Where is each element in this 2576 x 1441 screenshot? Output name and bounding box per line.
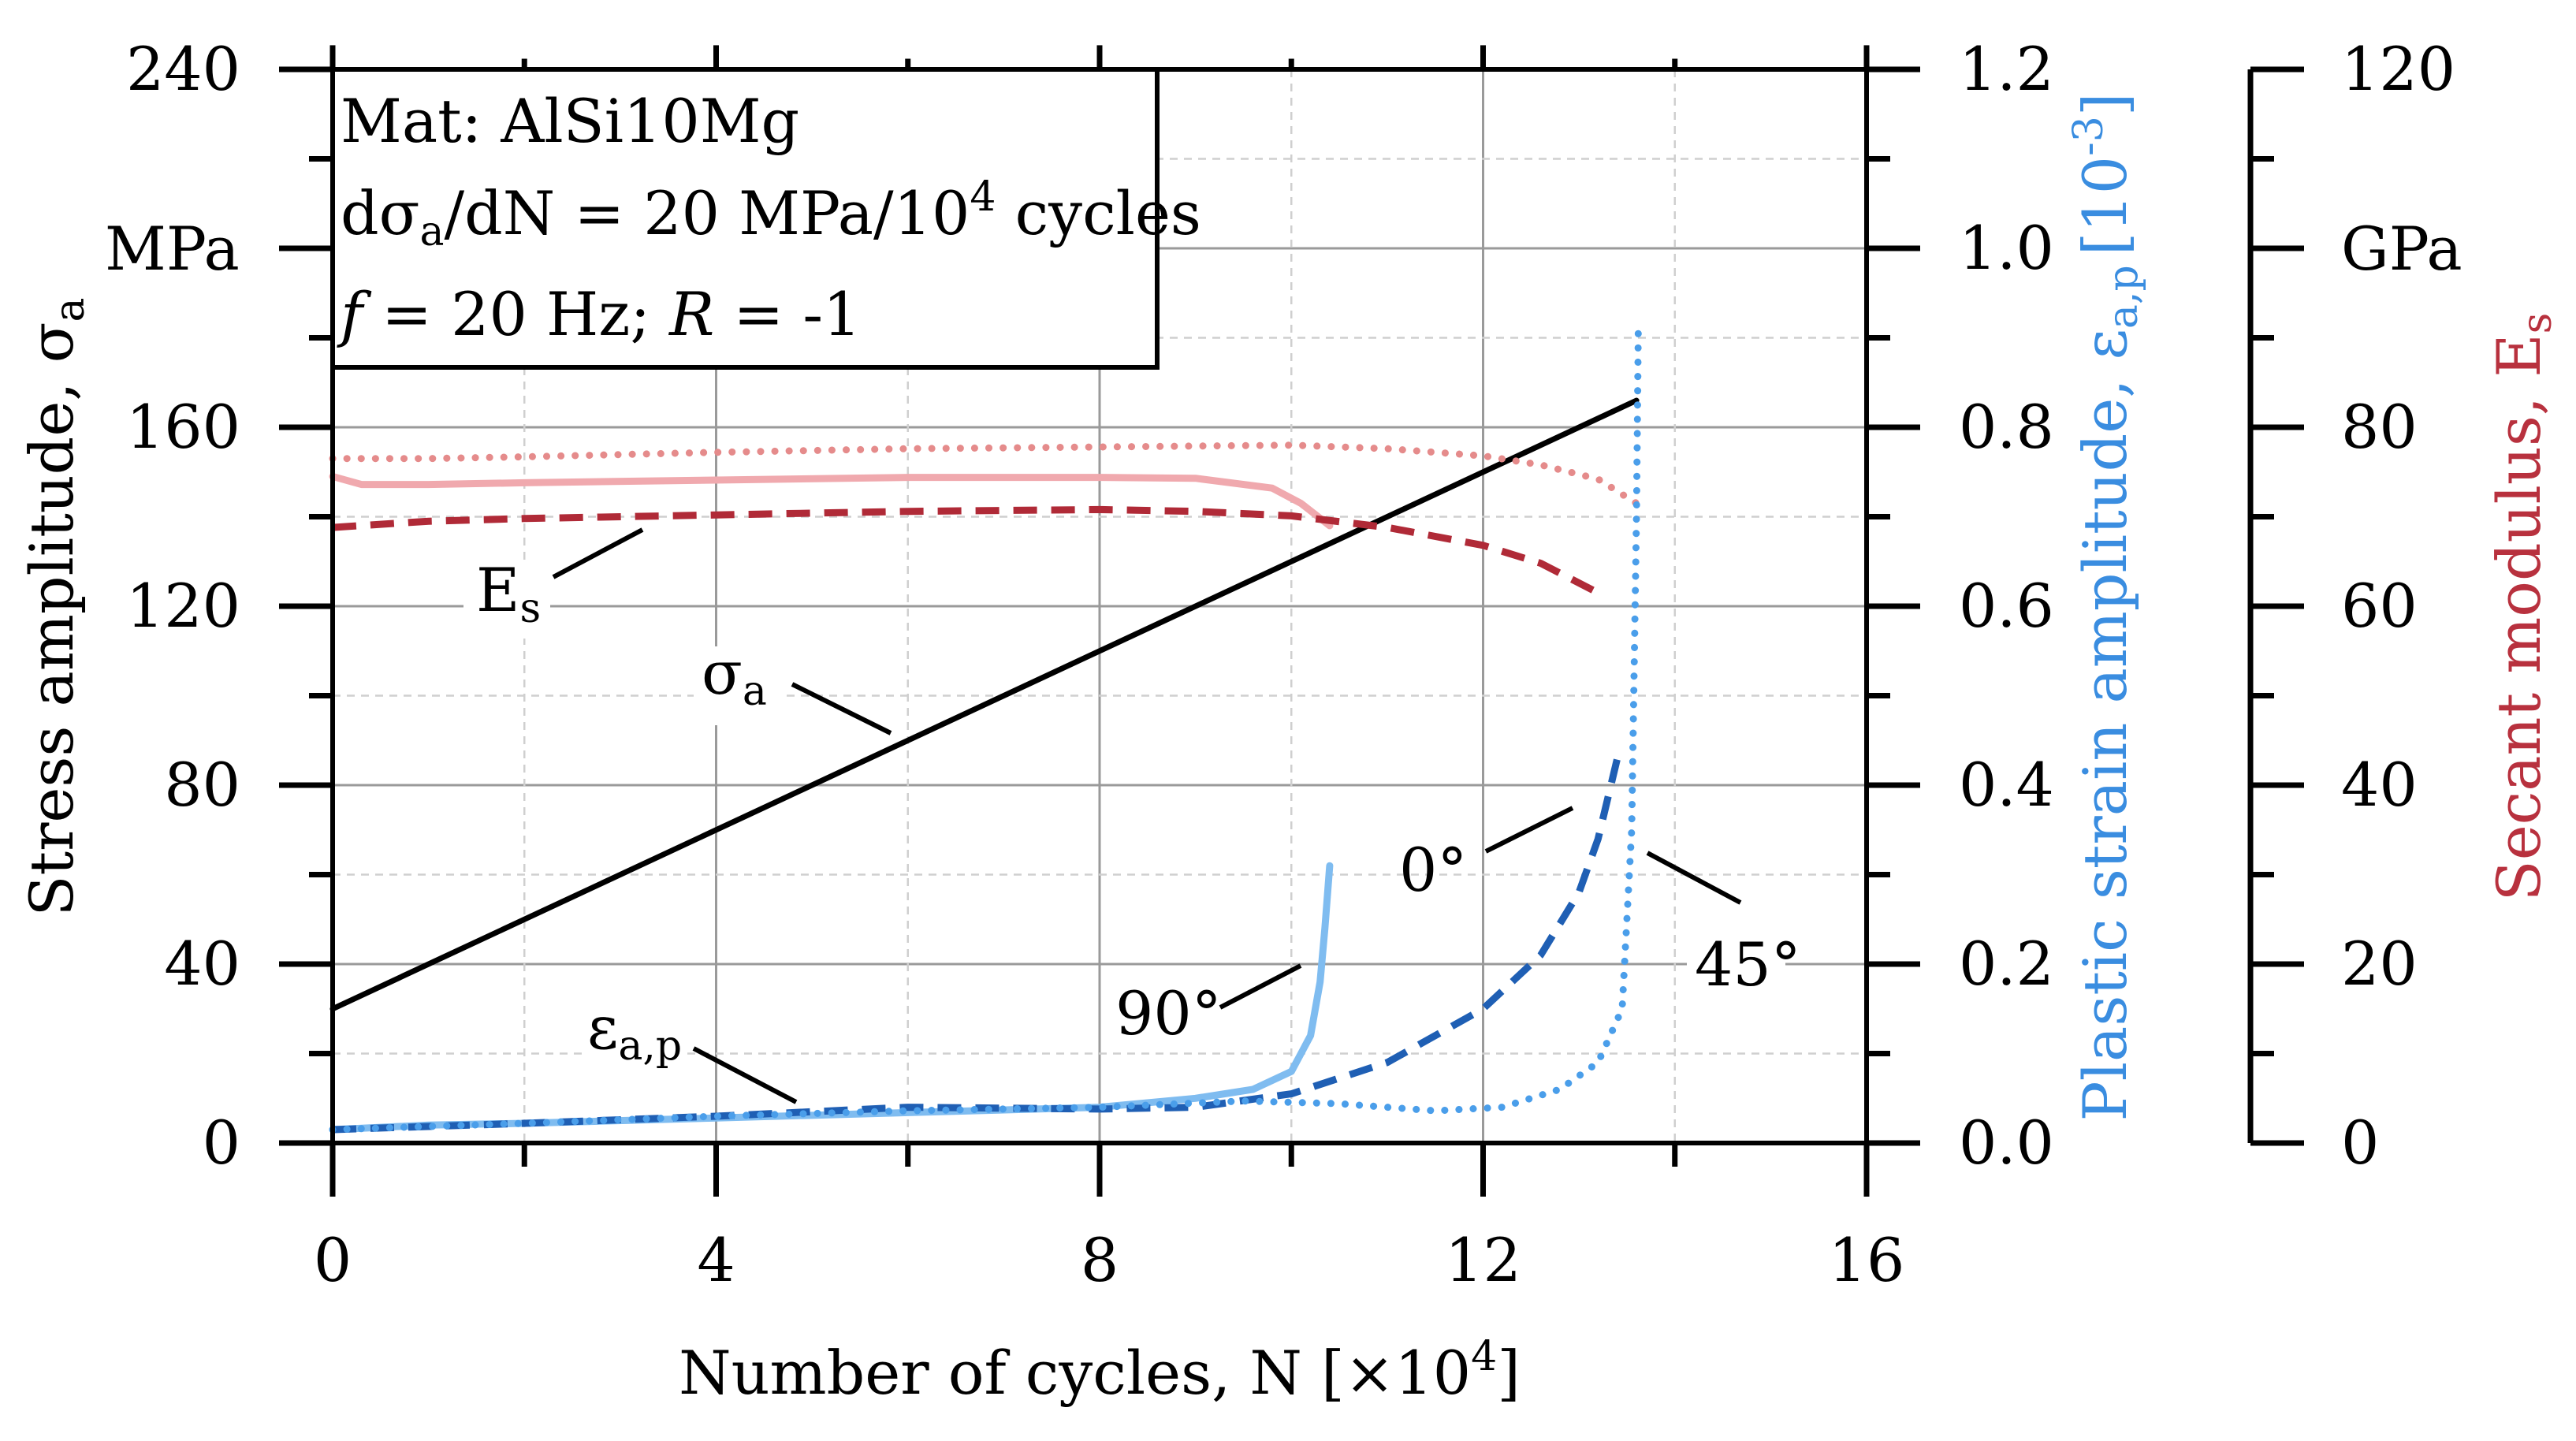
x-axis-tick-label: 4 [697,1225,735,1295]
annotation-0deg: 0° [1399,835,1467,905]
series-line--a [329,397,1640,1012]
right2-axis-title: Secant modulus, Es [2484,313,2561,902]
tick-labels: 040801201602400.00.20.40.60.81.01.202040… [126,34,2455,1295]
left-axis-tick-label: 40 [164,929,240,999]
eps-label-bg [583,1000,686,1078]
left-axis-tick-label: 0 [203,1108,240,1178]
45deg-label-bg [1687,930,1785,1005]
x-axis-tick-label: 16 [1829,1225,1905,1295]
left-axis-tick-label: 80 [164,750,240,820]
right2-axis-tick-label: 40 [2341,750,2418,820]
annotation-45deg-leader [1646,851,1742,905]
x-axis-title: Number of cycles, N [×104] [679,1333,1521,1408]
info-box: Mat: AlSi10Mg dσa/dN = 20 MPa/104 cycles… [330,67,1201,370]
left-axis-tick-label: 120 [126,571,240,641]
info-line-material: Mat: AlSi10Mg [341,86,799,156]
annotation-90deg: 90° [1115,978,1222,1048]
annotation-eps: εa,p [587,992,682,1070]
x-axis-tick-label: 8 [1081,1225,1119,1295]
series-line-Es-0- [332,505,1600,597]
ticks [279,45,2304,1197]
annotation-sigma-leader [791,682,892,735]
annotation-0deg-leader [1484,806,1574,854]
series-group [329,316,1642,1134]
annotations: Es σa εa,p 0° 45° 90° [463,527,1801,1104]
annotation-eps-leader [692,1046,798,1104]
right2-axis-tick-label: 60 [2341,571,2418,641]
sigma-label-bg [694,646,780,725]
series-line-Es-90- [329,472,1334,530]
right1-axis-tick-label: 0.6 [1959,571,2054,641]
annotation-90deg-leader [1219,963,1302,1010]
right1-axis-tick-label: 1.0 [1959,213,2054,283]
left-axis-tick-label: 240 [126,34,240,104]
x-axis-tick-label: 0 [314,1225,352,1295]
right2-axis-tick-label: 80 [2341,392,2418,462]
right1-axis-tick-label: 0.0 [1959,1108,2054,1178]
x-axis-tick-label: 12 [1445,1225,1521,1295]
right1-axis-title: Plastic strain amplitude, εa,p[10-3] [2065,93,2147,1122]
right2-axis-tick-label: 0 [2341,1108,2379,1178]
annotation-es-leader [552,527,644,579]
right2-axis-tick-label: 120 [2341,34,2455,104]
left-axis-unit: MPa [105,214,240,284]
info-line-rate: dσa/dN = 20 MPa/104 cycles [341,173,1201,255]
annotation-es: Es [476,555,541,632]
right2-axis-unit: GPa [2341,214,2462,284]
series-line--a-p-45- [329,316,1642,1134]
right2-axis-tick-label: 20 [2341,929,2418,999]
right1-axis-tick-label: 0.4 [1959,750,2054,820]
right1-axis-tick-label: 1.2 [1959,34,2054,104]
es-label-bg [463,560,550,639]
right1-axis-tick-label: 0.8 [1959,392,2054,462]
left-axis-tick-label: 160 [126,392,240,462]
left-axis-title: Stress amplitude, σa [17,297,94,916]
annotation-sigma: σa [702,638,767,715]
info-box-frame [330,67,1160,370]
right1-axis-tick-label: 0.2 [1959,929,2054,999]
annotation-45deg: 45° [1695,929,1801,1000]
info-line-frequency: f = 20 Hz; R = -1 [337,279,861,349]
